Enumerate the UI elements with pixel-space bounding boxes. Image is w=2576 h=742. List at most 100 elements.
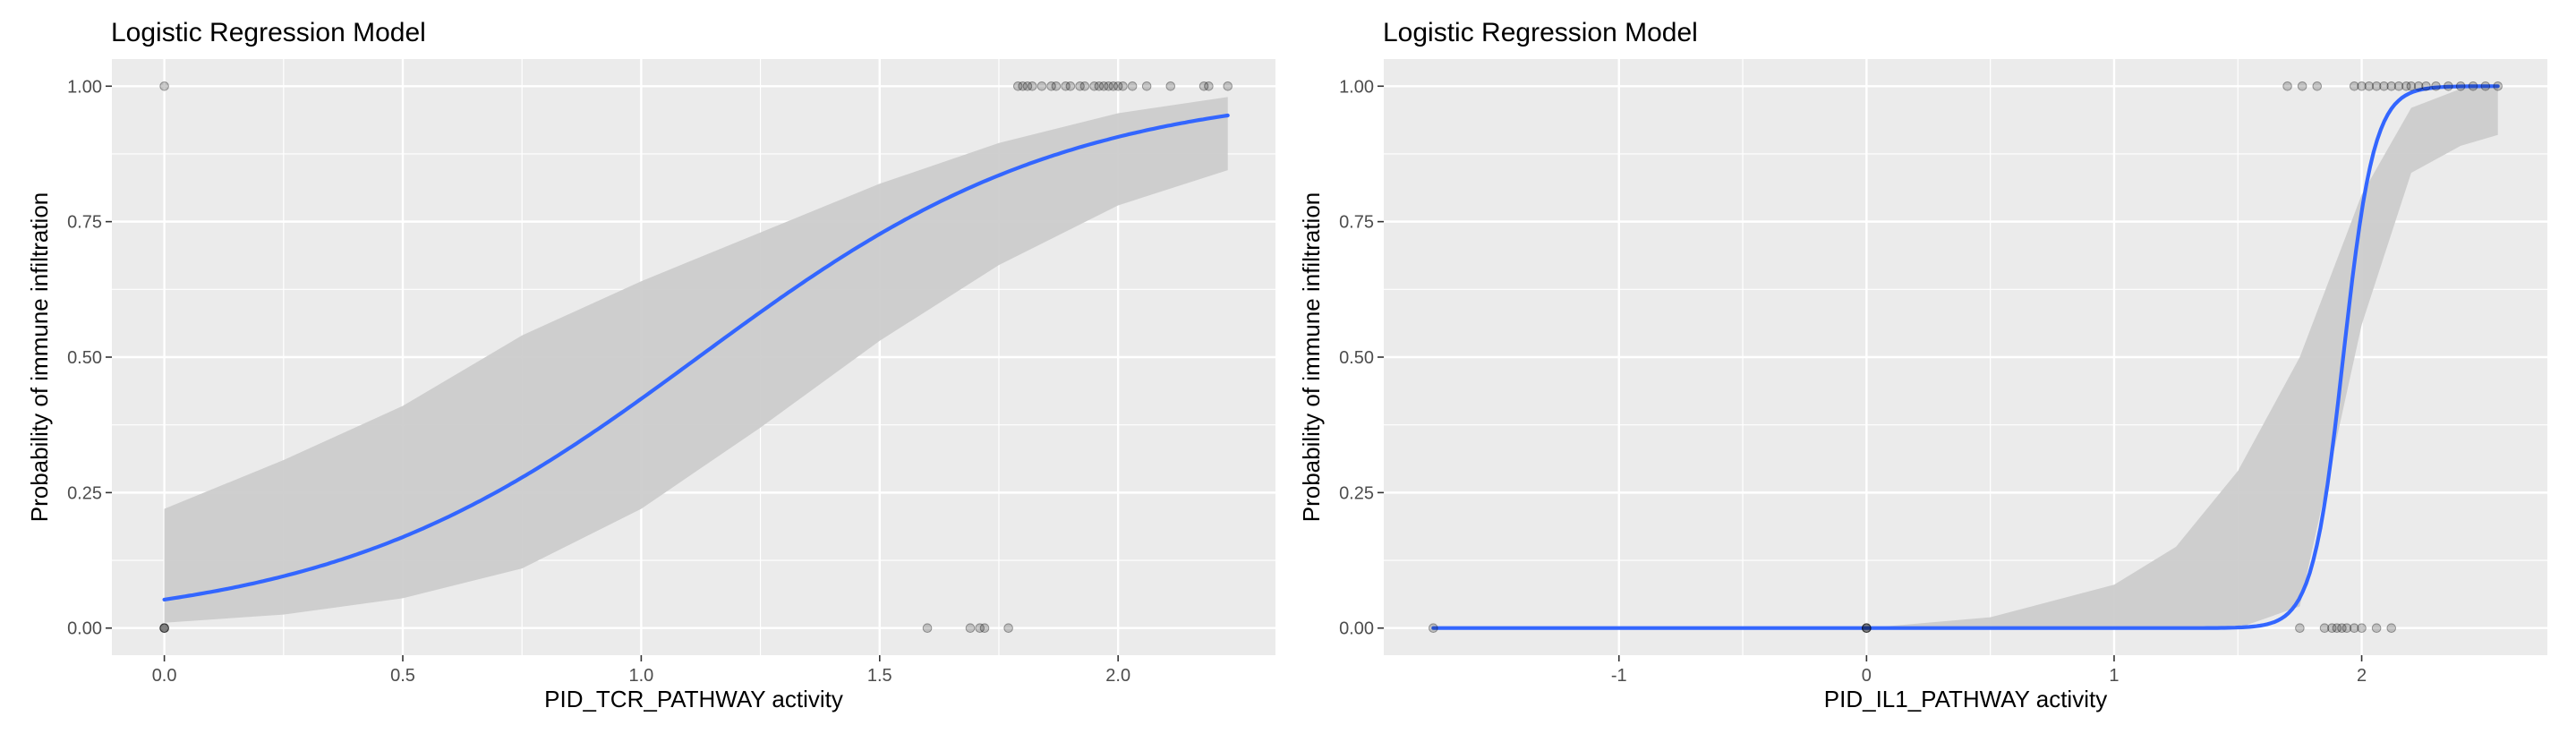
data-point: [2401, 81, 2411, 91]
data-point: [1862, 623, 1872, 634]
data-point: [1089, 81, 1099, 91]
data-points: [1429, 81, 2503, 634]
x-tick-label: 1.5: [867, 666, 892, 686]
data-point: [2493, 81, 2503, 91]
data-point: [1141, 81, 1152, 91]
y-tick-label: 0.50: [1339, 348, 1374, 368]
data-point: [2455, 81, 2466, 91]
fitted-curve: [162, 113, 1230, 601]
data-point: [2319, 623, 2330, 634]
x-tick-label: 2: [2357, 666, 2367, 686]
x-tick-label: 0.5: [390, 666, 415, 686]
data-point: [2421, 81, 2431, 91]
data-point: [1061, 81, 1070, 91]
fitted-curve: [1431, 84, 2500, 630]
y-tick-label: 1.00: [1339, 77, 1374, 97]
data-point: [1065, 81, 1076, 91]
x-axis: 0.0 0.5 1.0 1.5 2.0: [152, 655, 1130, 686]
data-point: [1012, 81, 1023, 91]
data-point: [2413, 81, 2424, 91]
data-point: [159, 623, 169, 634]
data-point: [2480, 81, 2491, 91]
data-point: [1429, 623, 1438, 634]
data-point: [1018, 81, 1028, 91]
plot-area: [1429, 81, 2503, 634]
x-tick-label: 1.0: [628, 666, 653, 686]
data-points: [159, 81, 1233, 634]
data-point: [2406, 81, 2417, 91]
data-point: [1113, 81, 1123, 91]
data-point: [2431, 81, 2441, 91]
x-tick-label: -1: [1611, 666, 1627, 686]
data-point: [2295, 623, 2305, 634]
data-point: [159, 623, 169, 634]
y-tick-label: 0.75: [1339, 213, 1374, 233]
data-point: [159, 623, 169, 634]
x-tick-label: 2.0: [1105, 666, 1130, 686]
data-point: [979, 623, 990, 634]
data-point: [2357, 81, 2367, 91]
data-point: [2371, 81, 2382, 91]
data-point: [1198, 81, 1209, 91]
data-point: [1046, 81, 1056, 91]
x-tick-label: 0: [1862, 666, 1872, 686]
y-tick-label: 1.00: [67, 77, 102, 97]
data-point: [2371, 623, 2382, 634]
data-point: [2332, 623, 2342, 634]
data-point: [2349, 623, 2359, 634]
data-point: [1862, 623, 1872, 634]
y-axis: 0.00 0.25 0.50 0.75 1.00: [67, 77, 112, 639]
y-tick-label: 0.75: [67, 213, 102, 233]
data-point: [1204, 81, 1214, 91]
data-point: [2349, 81, 2359, 91]
data-point: [1036, 81, 1047, 91]
data-point: [1862, 623, 1872, 634]
x-axis: -1 0 1 2: [1611, 655, 2367, 686]
data-point: [1022, 81, 1033, 91]
data-point: [2341, 623, 2352, 634]
chart-title: Logistic Regression Model: [111, 18, 426, 47]
data-point: [975, 623, 985, 634]
data-point: [2364, 81, 2375, 91]
data-point: [965, 623, 976, 634]
data-point: [1127, 81, 1138, 91]
chart-panel-2: 0.00 0.25 0.50 0.75 1.00 -1 0 1 2 Logistic Regres…: [1298, 18, 2547, 712]
data-point: [1098, 81, 1109, 91]
data-point: [2357, 623, 2367, 634]
data-point: [1079, 81, 1090, 91]
y-tick-label: 0.00: [1339, 619, 1374, 639]
x-axis-title: PID_IL1_PATHWAY activity: [1824, 686, 2107, 712]
data-point: [2468, 81, 2478, 91]
data-point: [159, 81, 169, 91]
confidence-ribbon: [1433, 86, 2498, 628]
x-axis-title: PID_TCR_PATHWAY activity: [544, 686, 843, 712]
data-point: [2379, 81, 2389, 91]
data-point: [2337, 623, 2347, 634]
chart-title: Logistic Regression Model: [1383, 18, 1698, 47]
data-point: [1027, 81, 1037, 91]
plot-area: [159, 81, 1233, 634]
data-point: [1075, 81, 1085, 91]
y-tick-label: 0.50: [67, 348, 102, 368]
data-point: [2386, 623, 2397, 634]
y-tick-label: 0.25: [1339, 483, 1374, 503]
x-tick-label: 1: [2109, 666, 2119, 686]
data-point: [2444, 81, 2453, 91]
data-point: [2312, 81, 2323, 91]
y-tick-label: 0.25: [67, 483, 102, 503]
chart-panel-1: 0.00 0.25 0.50 0.75 1.00 0.0 0.5 1.0 1.5 2.0 Logis…: [26, 18, 1275, 712]
data-point: [1003, 623, 1013, 634]
data-point: [1165, 81, 1176, 91]
data-point: [2327, 623, 2337, 634]
data-point: [1094, 81, 1105, 91]
y-tick-label: 0.00: [67, 619, 102, 639]
x-tick-label: 0.0: [152, 666, 177, 686]
data-point: [1051, 81, 1062, 91]
data-point: [1104, 81, 1113, 91]
data-point: [1118, 81, 1128, 91]
data-point: [2386, 81, 2397, 91]
y-axis: 0.00 0.25 0.50 0.75 1.00: [1339, 77, 1384, 639]
y-axis-title: Probability of immune infiltration: [1298, 192, 1325, 523]
data-point: [2393, 81, 2404, 91]
